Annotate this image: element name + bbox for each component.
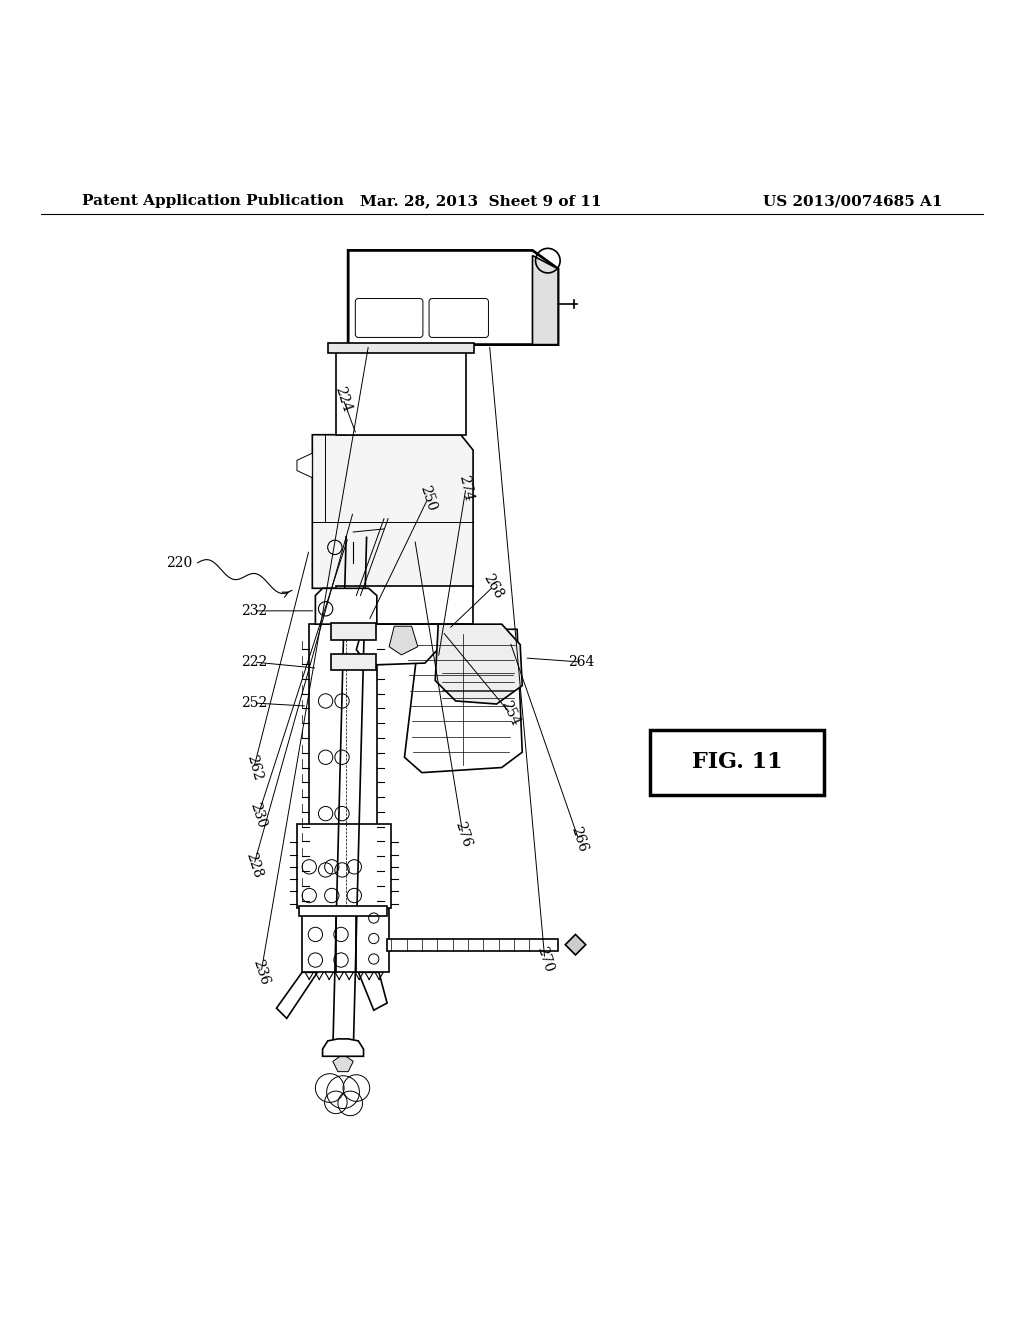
Text: 220: 220 xyxy=(166,556,193,570)
Polygon shape xyxy=(356,624,440,665)
Text: 266: 266 xyxy=(568,825,589,854)
Text: 222: 222 xyxy=(241,655,267,669)
Text: Mar. 28, 2013  Sheet 9 of 11: Mar. 28, 2013 Sheet 9 of 11 xyxy=(360,194,602,209)
Polygon shape xyxy=(565,935,586,954)
Polygon shape xyxy=(435,624,522,704)
Polygon shape xyxy=(315,589,377,624)
Polygon shape xyxy=(358,973,387,1010)
Polygon shape xyxy=(336,586,473,624)
Polygon shape xyxy=(299,906,387,916)
Polygon shape xyxy=(328,343,474,352)
Text: FIG. 11: FIG. 11 xyxy=(692,751,782,774)
Text: 264: 264 xyxy=(568,655,595,669)
Text: 230: 230 xyxy=(248,801,268,830)
Polygon shape xyxy=(312,434,473,589)
Polygon shape xyxy=(276,973,317,1019)
Polygon shape xyxy=(333,1055,353,1072)
Bar xyxy=(650,730,824,795)
Polygon shape xyxy=(323,1039,364,1056)
Text: 252: 252 xyxy=(241,696,267,710)
Polygon shape xyxy=(297,453,312,478)
Text: 262: 262 xyxy=(244,752,264,781)
Text: 268: 268 xyxy=(481,572,506,601)
Polygon shape xyxy=(404,630,522,772)
Text: 254: 254 xyxy=(498,698,522,729)
Text: 274: 274 xyxy=(457,474,475,503)
Text: 232: 232 xyxy=(241,603,267,618)
Polygon shape xyxy=(532,256,558,345)
Polygon shape xyxy=(348,251,558,345)
Polygon shape xyxy=(297,824,391,908)
Polygon shape xyxy=(309,624,377,911)
Polygon shape xyxy=(336,345,466,434)
Polygon shape xyxy=(389,626,418,655)
Text: US 2013/0074685 A1: US 2013/0074685 A1 xyxy=(763,194,942,209)
Text: 224: 224 xyxy=(333,384,353,413)
Text: 236: 236 xyxy=(251,958,271,987)
Text: Patent Application Publication: Patent Application Publication xyxy=(82,194,344,209)
Polygon shape xyxy=(331,653,376,671)
Polygon shape xyxy=(332,623,377,639)
Polygon shape xyxy=(302,908,389,973)
Text: 276: 276 xyxy=(453,820,473,849)
Text: 270: 270 xyxy=(535,944,555,974)
Text: 250: 250 xyxy=(418,483,438,513)
Polygon shape xyxy=(387,939,558,950)
Text: 228: 228 xyxy=(244,850,264,879)
